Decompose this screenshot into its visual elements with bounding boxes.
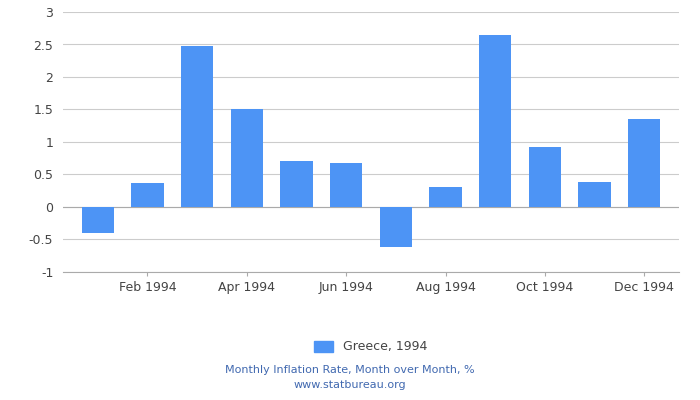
Legend: Greece, 1994: Greece, 1994 bbox=[309, 336, 433, 358]
Bar bbox=[330, 163, 363, 207]
Bar bbox=[479, 35, 511, 207]
Bar bbox=[379, 207, 412, 247]
Bar bbox=[82, 207, 114, 233]
Bar bbox=[578, 182, 610, 207]
Bar bbox=[628, 119, 660, 207]
Bar bbox=[231, 110, 263, 207]
Text: www.statbureau.org: www.statbureau.org bbox=[294, 380, 406, 390]
Bar bbox=[280, 162, 313, 207]
Bar bbox=[429, 188, 462, 207]
Bar bbox=[132, 183, 164, 207]
Bar bbox=[181, 46, 214, 207]
Bar bbox=[528, 146, 561, 207]
Text: Monthly Inflation Rate, Month over Month, %: Monthly Inflation Rate, Month over Month… bbox=[225, 365, 475, 375]
